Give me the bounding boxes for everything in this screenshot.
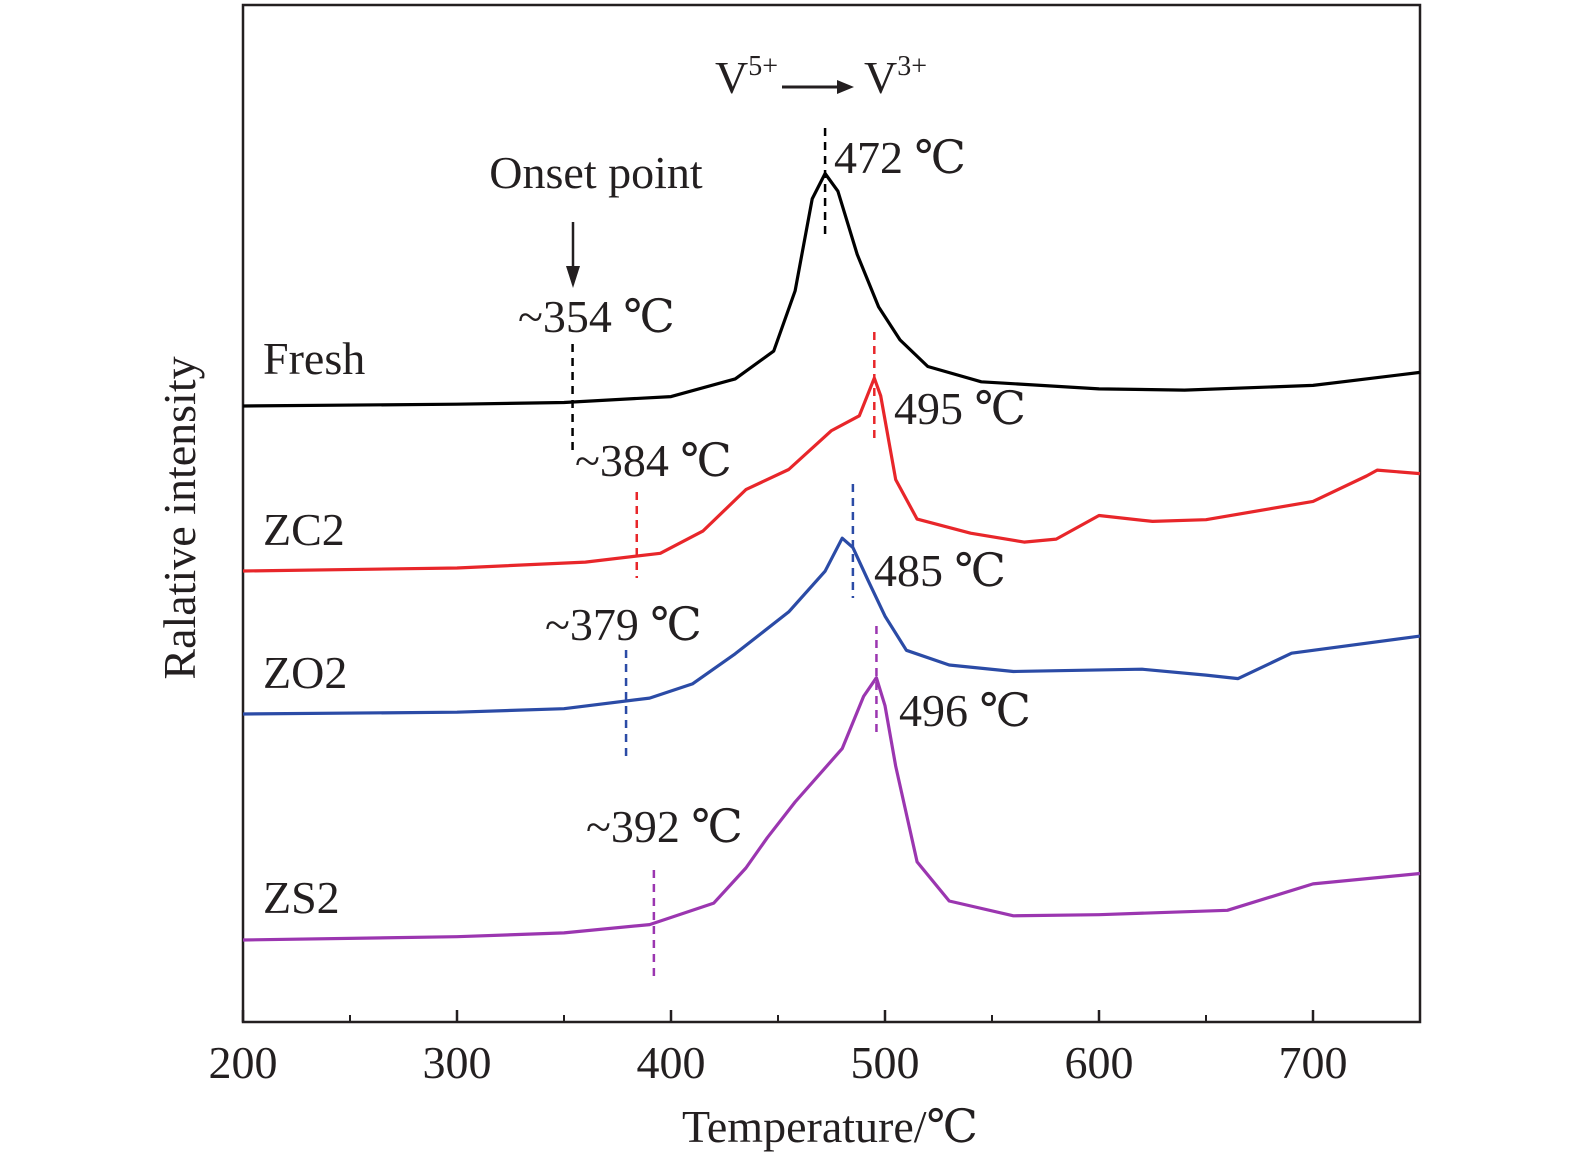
series-line-zo2: [242, 536, 1421, 716]
x-tick-label: 200: [209, 1037, 278, 1088]
y-axis-title: Ralative intensity: [154, 356, 205, 679]
peak-label: 485 ℃: [874, 545, 1006, 596]
transition-arrowhead: [837, 80, 854, 94]
series-label-zc2: ZC2: [263, 504, 345, 555]
x-axis: 200 300 400 500 600 700: [209, 1010, 1348, 1088]
peak-label: 472 ℃: [834, 132, 966, 183]
transition-from: V5+: [715, 51, 778, 103]
series-label-fresh: Fresh: [263, 333, 365, 384]
series-label-zo2: ZO2: [263, 647, 347, 698]
x-tick-label: 600: [1065, 1037, 1134, 1088]
transition-annotation: V5+ V3+: [715, 51, 927, 103]
x-tick-label: 400: [637, 1037, 706, 1088]
onset-annotation: Onset point: [489, 147, 703, 288]
series-line-fresh: [242, 171, 1421, 408]
x-axis-title: Temperature/℃: [682, 1101, 978, 1152]
onset-label: ~354 ℃: [518, 291, 675, 342]
transition-to: V3+: [864, 51, 927, 103]
onset-label: ~379 ℃: [545, 599, 702, 650]
onset-arrowhead: [566, 266, 580, 288]
onset-label: ~384 ℃: [575, 435, 732, 486]
peak-label: 496 ℃: [899, 685, 1031, 736]
labels: Fresh 472 ℃ ~354 ℃ ZC2 495 ℃ ~384 ℃ ZO2 485 ℃ ~3…: [263, 132, 1031, 923]
onset-label: ~392 ℃: [586, 801, 743, 852]
series-line-zc2: [242, 376, 1421, 573]
series-label-zs2: ZS2: [263, 872, 340, 923]
series-line-zs2: [242, 676, 1421, 942]
x-tick-label: 500: [851, 1037, 920, 1088]
curves: [242, 171, 1421, 942]
x-tick-label: 700: [1279, 1037, 1348, 1088]
plot-frame: [241, 3, 1422, 1024]
peak-label: 495 ℃: [894, 383, 1026, 434]
markers: [571, 128, 878, 980]
onset-point-label: Onset point: [489, 147, 703, 198]
x-tick-label: 300: [423, 1037, 492, 1088]
